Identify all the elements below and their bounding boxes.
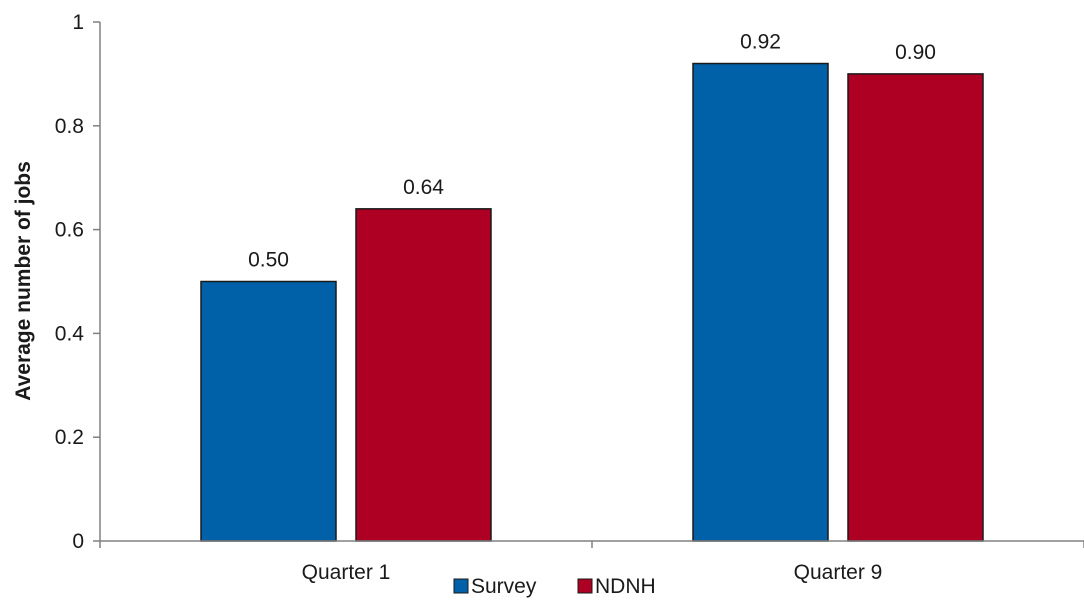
- bar-ndnh-quarter-1: [355, 208, 492, 542]
- data-label: 0.92: [740, 31, 781, 54]
- legend-swatch-ndnh: [577, 578, 593, 594]
- y-tick-label: 0: [72, 530, 84, 553]
- bar-survey-quarter-9: [692, 62, 829, 542]
- y-tick-label: 0.2: [55, 426, 84, 449]
- bar-ndnh-quarter-9: [847, 73, 984, 542]
- bars: [200, 62, 984, 542]
- y-tick-label: 1: [72, 11, 84, 34]
- category-label: Quarter 9: [794, 561, 883, 584]
- category-labels: Quarter 1 Quarter 9: [302, 561, 883, 584]
- legend-label-survey: Survey: [471, 575, 537, 598]
- legend-swatch-survey: [453, 578, 469, 594]
- legend: Survey NDNH: [453, 575, 656, 598]
- category-label: Quarter 1: [302, 561, 391, 584]
- data-labels: 0.50 0.64 0.92 0.90: [248, 31, 936, 272]
- legend-label-ndnh: NDNH: [595, 575, 656, 598]
- y-axis-title: Average number of jobs: [12, 161, 35, 401]
- y-tick-label: 0.6: [55, 219, 84, 242]
- data-label: 0.50: [248, 249, 289, 272]
- x-axis-ticks: [99, 541, 1084, 548]
- y-tick-label: 0.8: [55, 115, 84, 138]
- y-tick-label: 0.4: [55, 322, 85, 345]
- data-label: 0.90: [895, 41, 936, 64]
- y-axis-ticks: 0 0.2 0.4 0.6 0.8 1: [55, 11, 100, 553]
- data-label: 0.64: [403, 176, 444, 199]
- bar-survey-quarter-1: [200, 280, 337, 542]
